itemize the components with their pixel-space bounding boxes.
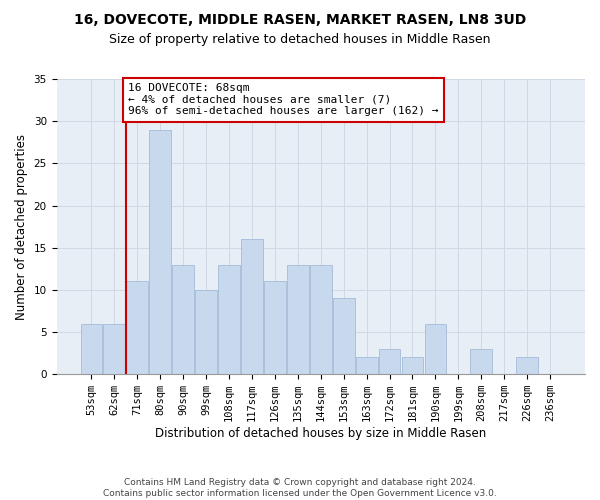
Bar — [172, 264, 194, 374]
Bar — [310, 264, 332, 374]
Y-axis label: Number of detached properties: Number of detached properties — [15, 134, 28, 320]
Bar — [379, 349, 400, 374]
Bar — [356, 358, 377, 374]
Bar — [425, 324, 446, 374]
Bar — [218, 264, 240, 374]
Text: 16, DOVECOTE, MIDDLE RASEN, MARKET RASEN, LN8 3UD: 16, DOVECOTE, MIDDLE RASEN, MARKET RASEN… — [74, 12, 526, 26]
Bar — [103, 324, 125, 374]
Bar — [470, 349, 492, 374]
Bar — [401, 358, 424, 374]
Bar — [516, 358, 538, 374]
Text: Contains HM Land Registry data © Crown copyright and database right 2024.
Contai: Contains HM Land Registry data © Crown c… — [103, 478, 497, 498]
Bar — [333, 298, 355, 374]
Bar — [287, 264, 309, 374]
X-axis label: Distribution of detached houses by size in Middle Rasen: Distribution of detached houses by size … — [155, 427, 487, 440]
Bar — [127, 282, 148, 374]
Bar — [195, 290, 217, 374]
Bar — [80, 324, 103, 374]
Bar — [241, 240, 263, 374]
Bar — [264, 282, 286, 374]
Text: 16 DOVECOTE: 68sqm
← 4% of detached houses are smaller (7)
96% of semi-detached : 16 DOVECOTE: 68sqm ← 4% of detached hous… — [128, 83, 439, 116]
Bar — [149, 130, 171, 374]
Text: Size of property relative to detached houses in Middle Rasen: Size of property relative to detached ho… — [109, 32, 491, 46]
